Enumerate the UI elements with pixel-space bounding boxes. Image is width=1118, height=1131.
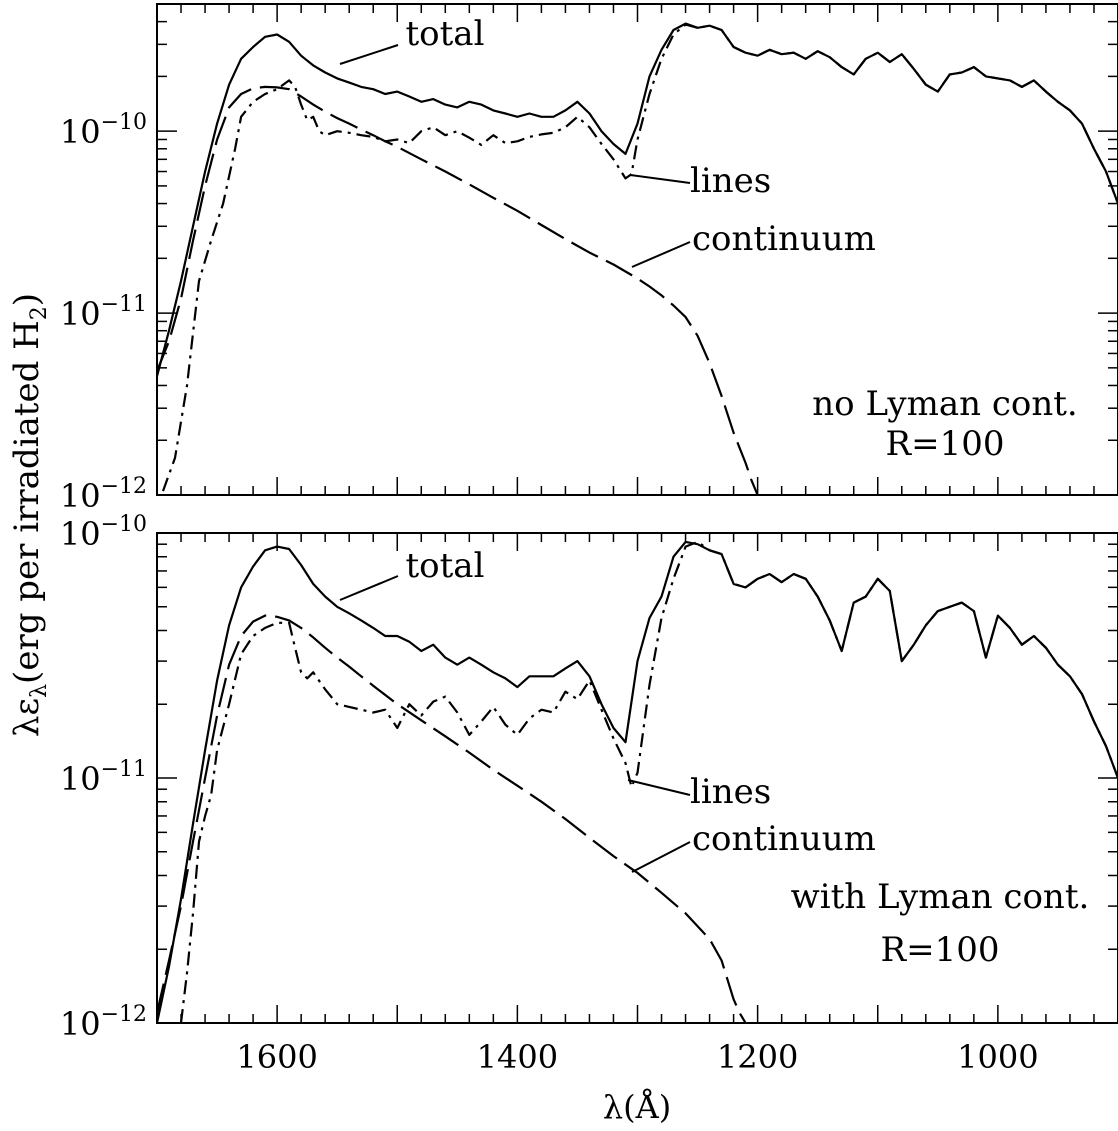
- series-continuum: [157, 85, 759, 495]
- leader-line: [627, 779, 691, 796]
- series-continuum: [157, 614, 747, 1023]
- y-tick-label: 10−10: [60, 110, 147, 151]
- series-label-total: total: [406, 14, 485, 54]
- panel-bottom: 1600 1400 1200 1000 10−10 10−11 10−12 total line…: [60, 512, 1118, 1076]
- series-label-lines: lines: [690, 161, 771, 201]
- series-total: [157, 22, 1118, 377]
- x-tick-label: 1200: [717, 1038, 798, 1076]
- series-lines: [161, 23, 1118, 492]
- x-tick-label: 1600: [236, 1038, 317, 1076]
- annotation-line-1: no Lyman cont.: [812, 384, 1077, 424]
- y-tick-label: 10−12: [60, 474, 147, 515]
- annotation-line-2: R=100: [886, 424, 1005, 464]
- y-tick-label: 10−11: [60, 292, 147, 333]
- leader-line: [631, 241, 691, 268]
- series-label-total: total: [406, 546, 485, 586]
- x-tick-label: 1000: [957, 1038, 1038, 1076]
- x-axis-label: λ(Å): [603, 1088, 671, 1126]
- series-label-lines: lines: [690, 772, 771, 812]
- series-lines: [179, 540, 1118, 1023]
- x-tick-label: 1400: [477, 1038, 558, 1076]
- leader-line: [339, 44, 399, 65]
- y-tick-label: 10−11: [60, 757, 147, 798]
- y-tick-label: 10−10: [60, 512, 147, 553]
- annotation-line-2: R=100: [881, 930, 1000, 970]
- leader-line: [629, 174, 691, 184]
- panel-top: 10−10 10−11 10−12 total lines continuum no Lym…: [60, 3, 1118, 515]
- series-label-continuum: continuum: [692, 219, 876, 259]
- series-label-continuum: continuum: [692, 819, 876, 859]
- leader-line: [339, 575, 399, 601]
- annotation-line-1: with Lyman cont.: [791, 877, 1090, 917]
- y-axis-label: λελ(erg per irradiated H2): [7, 293, 52, 737]
- y-tick-label: 10−12: [60, 1002, 147, 1043]
- leader-line: [631, 841, 691, 873]
